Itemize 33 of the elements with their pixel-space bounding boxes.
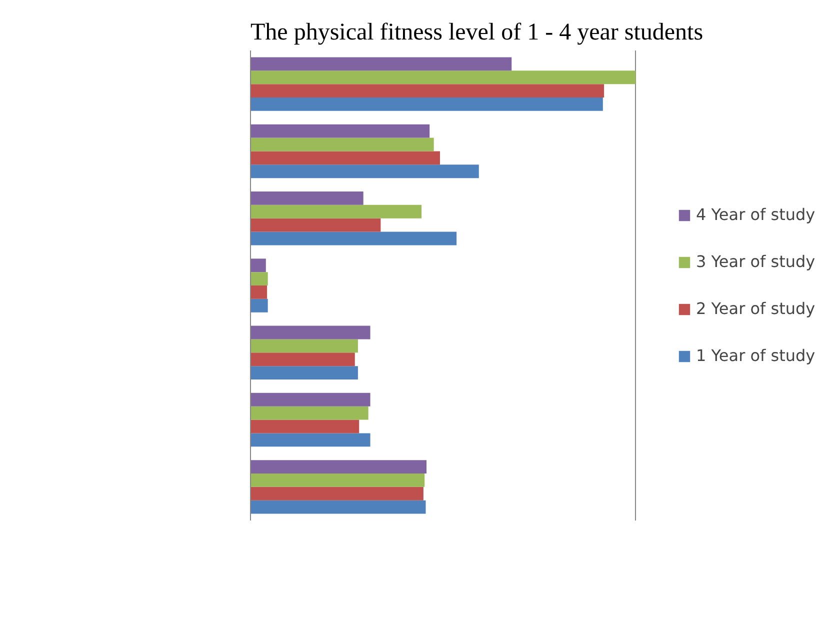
bar (250, 433, 370, 447)
bar (250, 298, 268, 312)
bar (250, 70, 636, 84)
bar (250, 192, 364, 205)
bar (250, 138, 434, 152)
bar (250, 258, 266, 272)
bar (250, 500, 426, 514)
bar (250, 84, 604, 98)
chart-title: The physical fitness level of 1 - 4 year students (250, 20, 704, 46)
bar (250, 339, 358, 353)
bar (250, 392, 370, 406)
bar (250, 204, 422, 218)
legend-label: 2 Year of study (696, 299, 816, 318)
bar (250, 98, 603, 111)
bar (250, 486, 424, 500)
bar (250, 460, 427, 474)
bar (250, 124, 430, 138)
bar (250, 286, 268, 299)
bar (250, 352, 355, 366)
bar (250, 366, 358, 380)
legend-label: 3 Year of study (696, 252, 816, 271)
bar (250, 420, 360, 434)
legend-label: 1 Year of study (696, 346, 816, 365)
legend-label: 4 Year of study (696, 205, 816, 224)
bar (250, 326, 370, 340)
bar (250, 272, 268, 286)
bar (250, 151, 440, 165)
bar (250, 232, 457, 246)
bar (250, 218, 381, 232)
bar (250, 57, 512, 71)
bar (250, 164, 479, 178)
bar (250, 474, 425, 487)
bar (250, 406, 368, 420)
